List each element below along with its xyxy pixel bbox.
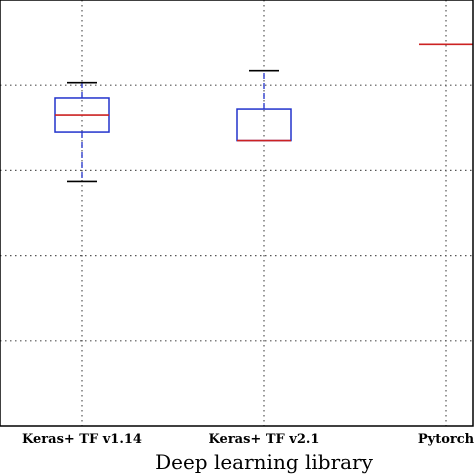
x-tick-label: Keras+ TF v2.1 <box>209 432 320 447</box>
box-1 <box>54 81 110 183</box>
box-plot-series <box>54 43 473 183</box>
grid-lines <box>0 0 473 426</box>
x-tick-labels: Keras+ TF v1.14 Keras+ TF v2.1 Pytorch <box>22 432 474 447</box>
plot-frame <box>0 0 474 427</box>
x-tick-label: Pytorch <box>418 432 474 447</box>
x-axis-label: Deep learning library <box>155 450 374 474</box>
box-2 <box>236 69 292 142</box>
x-tick-label: Keras+ TF v1.14 <box>22 432 142 447</box>
